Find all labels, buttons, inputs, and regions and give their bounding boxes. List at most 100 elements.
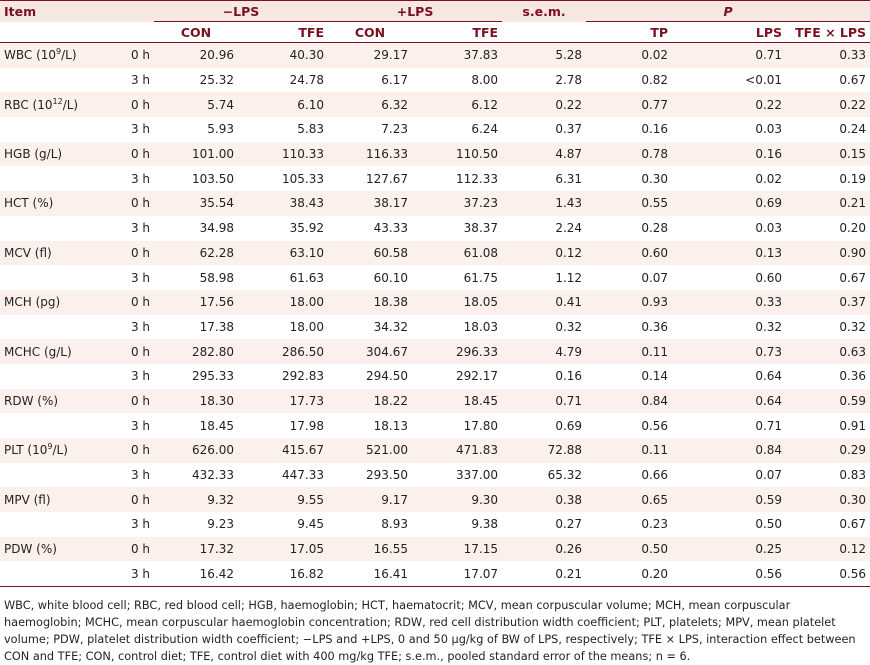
cell-p-interaction: 0.67: [839, 73, 867, 88]
cell-neg-tfe: 38.43: [238, 191, 329, 216]
cell-neg-con: 9.23: [207, 517, 234, 532]
cell-p-interaction: 0.56: [786, 561, 870, 588]
cell-p-tp: 0.50: [586, 536, 673, 562]
cell-sem: 1.43: [502, 191, 587, 216]
cell-neg-tfe: 24.78: [289, 73, 325, 88]
cell-time: 3 h: [130, 270, 150, 285]
cell-pos-con: 127.67: [366, 171, 409, 186]
cell-neg-tfe: 6.10: [238, 92, 329, 118]
cell-pos-tfe: 9.38: [471, 517, 499, 532]
table-row: 3 h 34.98 35.92 43.33 38.37 2.24 0.28 0.03 0.20: [0, 216, 870, 241]
table-row: MCH (pg) 0 h 17.56 18.00 18.38 18.05 0.41 0.93 0…: [0, 289, 870, 315]
cell-p-tp: 0.77: [586, 92, 673, 118]
cell-time: 0 h: [110, 339, 154, 364]
cell-sem: 4.79: [502, 339, 587, 364]
table-row: HGB (g/L) 0 h 101.00 110.33 116.33 110.50 4.87…: [0, 141, 870, 167]
cell-item: [0, 117, 110, 142]
cell-sem: 0.27: [555, 517, 583, 532]
cell-p-interaction: 0.67: [839, 517, 867, 532]
item-label: MCV (fl): [4, 245, 52, 260]
cell-pos-con: 34.32: [373, 319, 409, 334]
cell-p-interaction: 0.32: [839, 319, 867, 334]
cell-time: 0 h: [110, 438, 154, 463]
cell-neg-tfe: 63.10: [238, 240, 329, 266]
cell-p-interaction: 0.63: [786, 339, 870, 364]
cell-pos-tfe: 296.33: [412, 339, 503, 364]
cell-p-tp: 0.56: [641, 418, 669, 433]
table-row: 3 h 16.42 16.82 16.41 17.07 0.21 0.20 0.56 0.56: [0, 561, 870, 588]
cell-pos-tfe: 37.83: [412, 42, 503, 68]
cell-sem: 0.21: [502, 561, 587, 588]
cell-neg-tfe: 415.67: [238, 438, 329, 463]
header-pos-tfe: TFE: [412, 21, 503, 43]
cell-neg-con: 35.54: [154, 191, 238, 216]
cell-pos-tfe: 110.50: [412, 141, 503, 167]
cell-pos-tfe: 112.33: [456, 171, 499, 186]
cell-neg-con: 5.93: [207, 122, 234, 137]
cell-p-lps: 0.64: [672, 388, 787, 414]
table-row: 3 h 5.93 5.83 7.23 6.24 0.37 0.16 0.03 0.24: [0, 117, 870, 142]
cell-item: HGB (g/L): [0, 141, 110, 167]
cell-p-tp: 0.65: [586, 487, 673, 513]
table-row: 3 h 103.50 105.33 127.67 112.33 6.31 0.30 0.02 0…: [0, 166, 870, 191]
table-row: 3 h 25.32 24.78 6.17 8.00 2.78 0.82 <0.01 0.67: [0, 68, 870, 93]
table-row: HCT (%) 0 h 35.54 38.43 38.17 37.23 1.43 0.55 0.…: [0, 191, 870, 216]
table-row: 3 h 18.45 17.98 18.13 17.80 0.69 0.56 0.71 0.91: [0, 413, 870, 438]
cell-p-lps: 0.69: [672, 191, 787, 216]
header-p-label: P: [723, 3, 733, 19]
cell-p-lps: 0.60: [755, 270, 783, 285]
table-footnote: WBC, white blood cell; RBC, red blood ce…: [4, 599, 856, 663]
cell-p-lps: 0.22: [672, 92, 787, 118]
cell-sem: 0.12: [502, 240, 587, 266]
cell-p-interaction: 0.29: [786, 438, 870, 463]
cell-item: [0, 315, 110, 340]
cell-p-lps: 0.84: [672, 438, 787, 463]
cell-p-interaction: 0.36: [839, 369, 867, 384]
cell-p-interaction: 0.15: [786, 141, 870, 167]
cell-neg-con: 103.50: [192, 171, 234, 186]
cell-time: 0 h: [110, 289, 154, 315]
header-blank-3: [502, 21, 587, 43]
cell-neg-tfe: 16.82: [238, 561, 329, 588]
cell-item: [0, 166, 110, 191]
cell-p-tp: 0.30: [641, 171, 669, 186]
cell-neg-con: 18.45: [199, 418, 234, 433]
header-interaction: TFE × LPS: [786, 21, 870, 43]
cell-sem: 0.69: [555, 418, 583, 433]
cell-time: 0 h: [110, 388, 154, 414]
header-blank-1: [0, 21, 110, 43]
cell-pos-tfe: 61.75: [463, 270, 499, 285]
cell-sem: 0.38: [502, 487, 587, 513]
item-label: MPV (fl): [4, 492, 51, 507]
cell-pos-con: 294.50: [366, 369, 409, 384]
cell-neg-con: 34.98: [199, 221, 234, 236]
cell-neg-con: 282.80: [154, 339, 238, 364]
cell-neg-tfe: 447.33: [282, 468, 325, 483]
cell-item: [0, 68, 110, 93]
cell-p-interaction: 0.24: [839, 122, 867, 137]
cell-p-interaction: 0.83: [839, 468, 867, 483]
cell-sem: 5.28: [502, 42, 587, 68]
cell-p-tp: 0.66: [641, 468, 669, 483]
cell-p-lps: 0.71: [672, 42, 787, 68]
cell-p-lps: 0.64: [755, 369, 783, 384]
item-label: HGB (g/L): [4, 147, 63, 162]
cell-pos-tfe: 61.08: [412, 240, 503, 266]
cell-pos-con: 521.00: [328, 438, 413, 463]
cell-sem: 0.32: [555, 319, 583, 334]
cell-p-tp: 0.93: [586, 289, 673, 315]
cell-pos-tfe: 17.07: [412, 561, 503, 588]
item-unit: /L): [52, 443, 68, 458]
cell-neg-con: 17.56: [154, 289, 238, 315]
cell-p-lps: 0.13: [672, 240, 787, 266]
cell-neg-con: 101.00: [154, 141, 238, 167]
cell-sem: 72.88: [502, 438, 587, 463]
header-pos-con: CON: [328, 21, 413, 43]
cell-p-lps: 0.73: [672, 339, 787, 364]
cell-pos-con: 43.33: [373, 221, 409, 236]
cell-time: 0 h: [110, 42, 154, 68]
cell-neg-tfe: 5.83: [297, 122, 325, 137]
cell-p-lps: 0.07: [755, 468, 783, 483]
header-pos-lps: +LPS: [328, 0, 503, 22]
